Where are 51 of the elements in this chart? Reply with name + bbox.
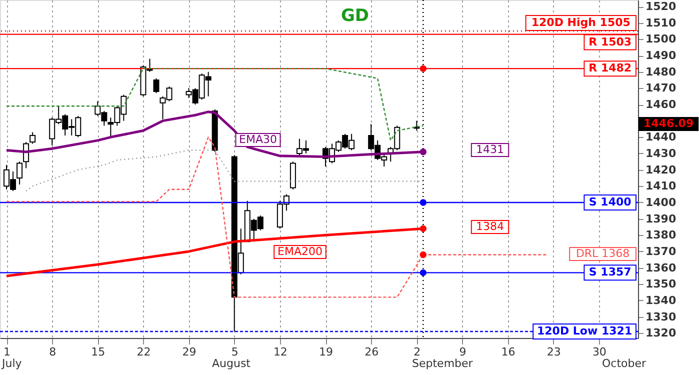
- x-tick-label: 16: [501, 346, 516, 358]
- y-tick-label: 1370: [646, 244, 676, 258]
- y-tick-label: 1360: [646, 261, 676, 274]
- y-tick-label: 1320: [646, 326, 676, 340]
- annotation: EMA30: [239, 133, 277, 146]
- text: September: [412, 357, 474, 370]
- y-tick-label: 1490: [646, 49, 676, 62]
- x-tick-label: 19: [319, 346, 334, 358]
- text: October: [602, 357, 646, 370]
- y-tick-label: 1330: [646, 310, 676, 324]
- text: July: [1, 357, 22, 370]
- y-tick-label: 1500: [646, 32, 676, 46]
- y-tick-label: 1340: [646, 294, 676, 307]
- y-tick-label: 1350: [646, 278, 676, 291]
- x-tick-label: 8: [49, 346, 56, 358]
- x-tick-label: 26: [364, 346, 379, 358]
- ref-line-label: R 1482: [588, 62, 632, 75]
- annotation: 1431: [476, 143, 504, 156]
- x-tick-label: 15: [91, 346, 106, 358]
- y-tick-label: 1410: [646, 180, 676, 193]
- chart-title: GD: [340, 6, 370, 26]
- annotation: DRL 1368: [576, 247, 630, 260]
- ref-line-label: 120D Low 1321: [536, 324, 632, 338]
- x-tick-label: 9: [459, 346, 466, 358]
- y-tick-label: 1520: [646, 0, 676, 14]
- text: 1446.09: [643, 117, 694, 130]
- annotation: 1384: [476, 220, 504, 233]
- y-tick-label: 1470: [646, 82, 676, 95]
- y-tick-label: 1440: [646, 130, 676, 144]
- ref-line-label: R 1503: [588, 35, 632, 48]
- ref-line-label: 120D High 1505: [531, 16, 630, 30]
- x-tick-label: 23: [546, 346, 561, 358]
- x-tick-label: 22: [136, 346, 151, 358]
- text: August: [212, 357, 252, 370]
- y-tick-label: 1400: [646, 196, 676, 209]
- annotation: EMA200: [278, 245, 322, 258]
- y-tick-label: 1380: [646, 228, 676, 242]
- x-tick-label: 29: [182, 346, 196, 358]
- x-tick-label: 2: [414, 346, 421, 358]
- y-tick-label: 1510: [646, 16, 676, 30]
- y-tick-label: 1420: [646, 163, 676, 176]
- ref-line-label: S 1357: [588, 266, 632, 279]
- x-tick-label: 5: [231, 346, 238, 358]
- y-tick-label: 1430: [646, 146, 676, 160]
- y-tick-label: 1460: [646, 98, 676, 111]
- x-tick-label: 1: [4, 346, 11, 358]
- x-tick-label: 30: [592, 346, 606, 358]
- x-tick-label: 12: [273, 346, 288, 358]
- y-tick-label: 1390: [646, 212, 676, 226]
- y-tick-label: 1480: [646, 65, 676, 78]
- ref-line-label: S 1400: [588, 195, 632, 208]
